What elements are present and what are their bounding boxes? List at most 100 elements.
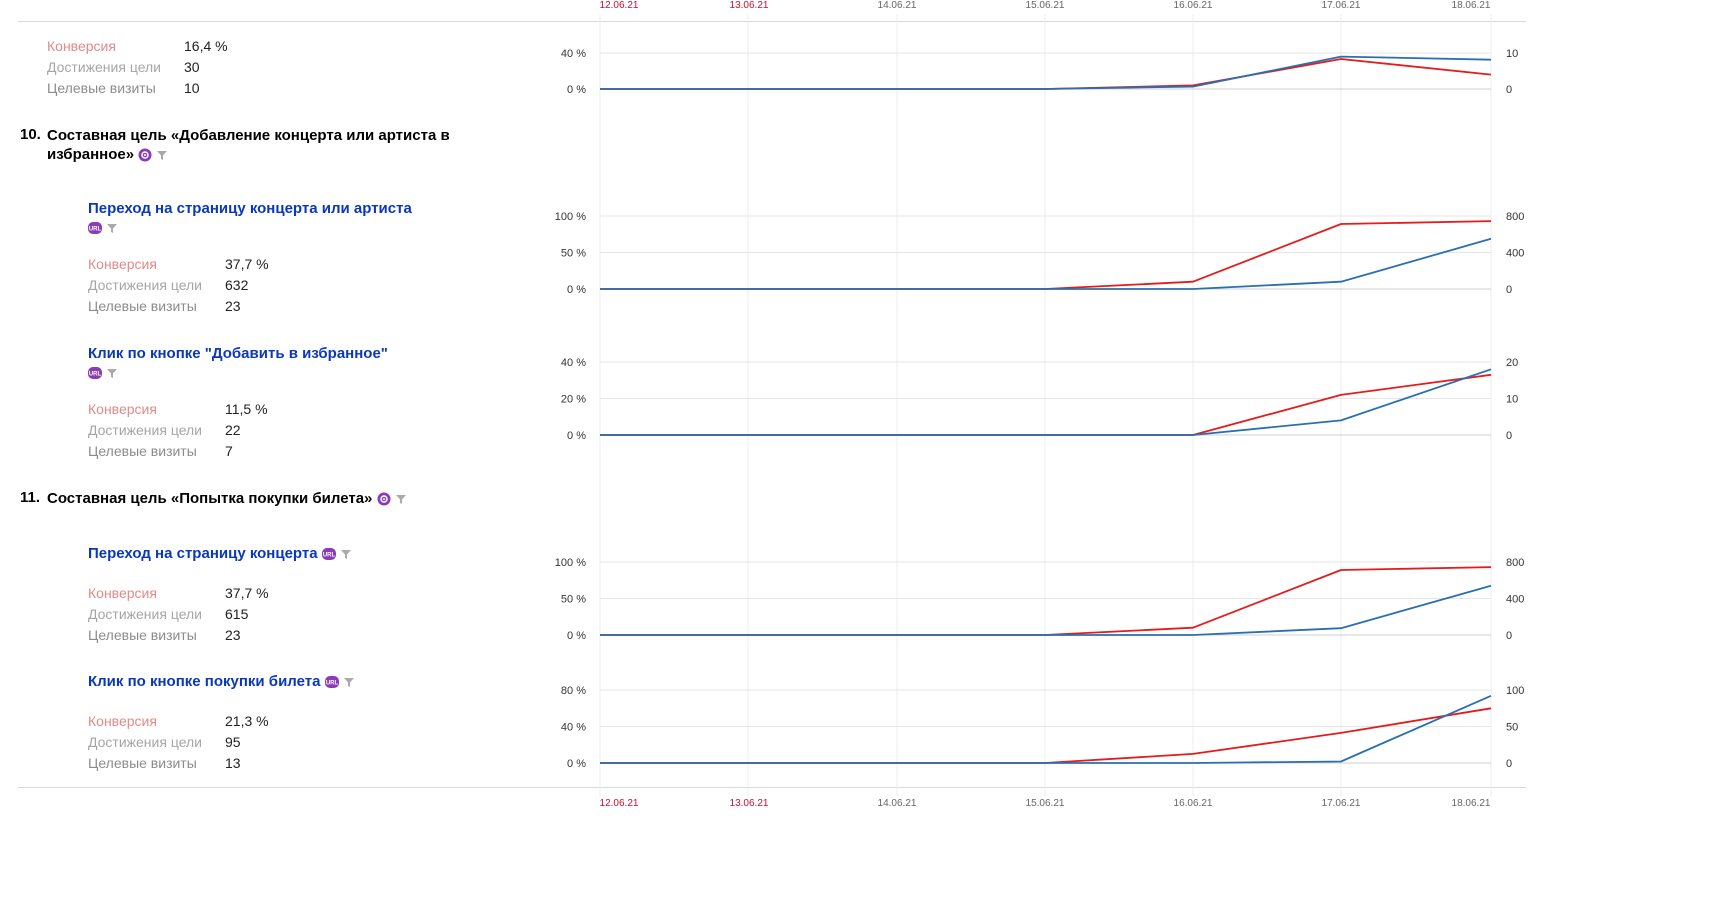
visits-value: 23: [225, 627, 241, 643]
reaches-value: 615: [225, 606, 249, 622]
svg-text:URL: URL: [89, 372, 102, 378]
visits-label: Целевые визиты: [88, 755, 197, 771]
date-label: 16.06.21: [1173, 798, 1213, 809]
reaches-value: 632: [225, 277, 249, 293]
composite-goal-icon[interactable]: [377, 492, 391, 506]
right-tick-label: 10: [1506, 48, 1518, 60]
conversion-label: Конверсия: [88, 256, 157, 272]
top-divider: [18, 21, 1526, 22]
visits-value: 13: [225, 755, 241, 771]
left-tick-label: 50 %: [561, 594, 586, 606]
reaches-label: Достижения цели: [47, 59, 162, 75]
goal-step-link[interactable]: Переход на страницу концерта или артиста…: [88, 199, 412, 237]
goal-step-title[interactable]: Клик по кнопке покупки билета: [88, 673, 321, 690]
goal-number: 10.: [20, 126, 41, 143]
date-label: 16.06.21: [1173, 0, 1213, 11]
reaches-label: Достижения цели: [88, 606, 203, 622]
right-tick-label: 20: [1506, 357, 1518, 369]
right-tick-label: 0: [1506, 630, 1512, 642]
conversion-value: 21,3 %: [225, 713, 269, 729]
conversion-label: Конверсия: [88, 713, 157, 729]
right-tick-label: 800: [1506, 211, 1524, 223]
filter-icon[interactable]: [343, 676, 355, 688]
right-tick-label: 0: [1506, 284, 1512, 296]
date-label: 13.06.21: [729, 798, 769, 809]
date-label: 17.06.21: [1321, 0, 1361, 11]
right-tick-label: 0: [1506, 430, 1512, 442]
reaches-value: 22: [225, 422, 241, 438]
visits-label: Целевые визиты: [88, 298, 197, 314]
date-label: 13.06.21: [729, 0, 769, 11]
date-label: 12.06.21: [599, 798, 639, 809]
goal-number: 11.: [20, 489, 41, 506]
left-tick-label: 40 %: [561, 357, 586, 369]
bottom-divider: [18, 787, 1526, 788]
left-tick-label: 20 %: [561, 394, 586, 406]
left-tick-label: 100 %: [555, 211, 586, 223]
goal-title-text: Составная цель «Попытка покупки билета»: [47, 490, 373, 507]
reaches-label: Достижения цели: [88, 277, 203, 293]
date-label: 18.06.21: [1451, 798, 1491, 809]
url-icon: URL: [324, 676, 339, 689]
svg-text:URL: URL: [89, 227, 102, 233]
left-tick-label: 50 %: [561, 248, 586, 260]
reaches-line: [600, 584, 1492, 636]
right-tick-label: 400: [1506, 594, 1524, 606]
reaches-label: Достижения цели: [88, 734, 203, 750]
reaches-value: 95: [225, 734, 241, 750]
filter-icon[interactable]: [156, 149, 168, 161]
goal-chart: 0 % 50 % 100 % 0 400 800: [555, 211, 1525, 296]
left-tick-label: 100 %: [555, 557, 586, 569]
left-tick-label: 0 %: [567, 84, 586, 96]
goal-title-line2: избранное»: [47, 146, 135, 163]
reaches-line: [600, 368, 1492, 436]
goal-title: Составная цель «Добавление концерта или …: [47, 126, 450, 164]
reaches-value: 30: [184, 59, 200, 75]
left-tick-label: 0 %: [567, 758, 586, 770]
left-tick-label: 40 %: [561, 48, 586, 60]
goal-chart: 0 % 20 % 40 % 0 10 20: [561, 357, 1518, 442]
goal-step-link[interactable]: Переход на страницу концерта URL: [88, 544, 352, 563]
url-icon: URL: [88, 367, 102, 380]
conversion-value: 11,5 %: [225, 401, 268, 417]
goal-step-title[interactable]: Переход на страницу концерта: [88, 545, 318, 562]
filter-icon[interactable]: [106, 367, 118, 379]
goal-chart: 0 % 40 % 80 % 0 50 100: [561, 685, 1524, 770]
left-tick-label: 0 %: [567, 430, 586, 442]
svg-text:URL: URL: [325, 681, 338, 687]
filter-icon[interactable]: [395, 493, 407, 505]
composite-goal-icon[interactable]: [138, 148, 152, 162]
left-tick-label: 40 %: [561, 722, 586, 734]
visits-label: Целевые визиты: [47, 80, 156, 96]
right-tick-label: 400: [1506, 248, 1524, 260]
goal-chart: 0 % 40 % 0 10: [561, 48, 1518, 96]
date-label: 12.06.21: [599, 0, 639, 11]
right-tick-label: 50: [1506, 722, 1518, 734]
date-label: 17.06.21: [1321, 798, 1361, 809]
goal-step-title[interactable]: Клик по кнопке "Добавить в избранное": [88, 345, 388, 362]
visits-value: 10: [184, 80, 200, 96]
reaches-line: [600, 55, 1492, 90]
goal-title: Составная цель «Попытка покупки билета»: [47, 489, 407, 508]
right-tick-label: 800: [1506, 557, 1524, 569]
right-tick-label: 100: [1506, 685, 1524, 697]
goal-step-link[interactable]: Клик по кнопке "Добавить в избранное" UR…: [88, 344, 388, 382]
reaches-line: [600, 694, 1492, 764]
visits-value: 7: [225, 443, 233, 459]
left-tick-label: 0 %: [567, 284, 586, 296]
right-tick-label: 10: [1506, 394, 1518, 406]
left-tick-label: 0 %: [567, 630, 586, 642]
visits-label: Целевые визиты: [88, 443, 197, 459]
goal-step-link[interactable]: Клик по кнопке покупки билета URL: [88, 672, 355, 691]
reaches-line: [600, 237, 1492, 290]
date-label: 14.06.21: [877, 0, 917, 11]
filter-icon[interactable]: [340, 548, 352, 560]
goal-step-title[interactable]: Переход на страницу концерта или артиста: [88, 200, 412, 217]
conversion-value: 16,4 %: [184, 38, 228, 54]
date-label: 15.06.21: [1025, 798, 1065, 809]
url-icon: URL: [88, 222, 102, 235]
right-tick-label: 0: [1506, 84, 1512, 96]
filter-icon[interactable]: [106, 222, 118, 234]
reaches-label: Достижения цели: [88, 422, 203, 438]
